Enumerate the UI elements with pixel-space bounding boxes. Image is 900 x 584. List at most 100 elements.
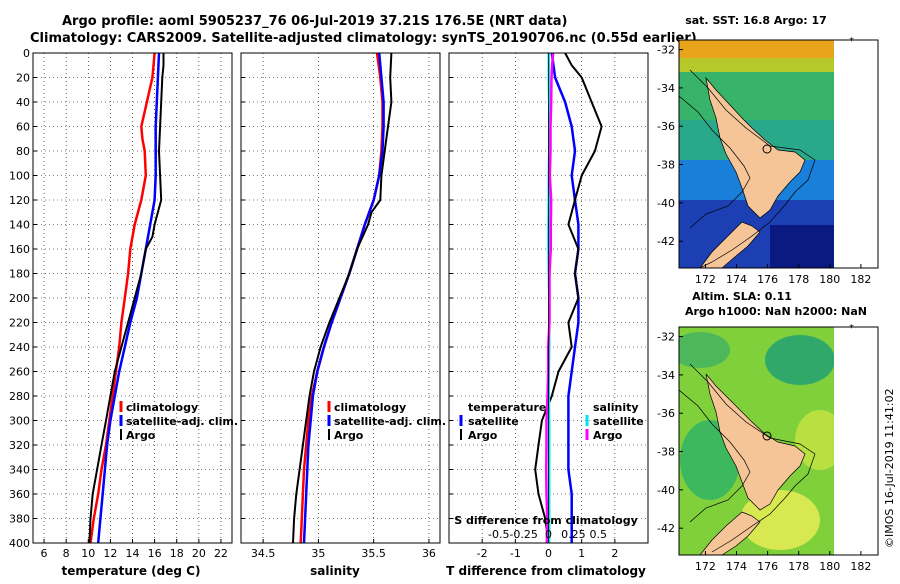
legend-climatology: climatology	[126, 401, 198, 414]
map-xtick-label: 176	[757, 273, 778, 286]
series-satellite-adj-clim-	[96, 52, 161, 544]
temperature-xtick-label: 16	[148, 547, 162, 560]
sst-map-frame	[678, 39, 879, 269]
salinity-xtick-label: 34.5	[251, 547, 276, 560]
sla-map-star: *	[849, 323, 854, 334]
sst-contour-2000	[679, 95, 751, 229]
depth-tick-label: 380	[9, 513, 30, 526]
depth-tick-label: 60	[16, 121, 30, 134]
series-argo	[88, 53, 165, 544]
temperature-xtick-label: 20	[192, 547, 206, 560]
map-xtick-label: 174	[726, 560, 747, 573]
figure-title-line2: Climatology: CARS2009. Satellite-adjuste…	[30, 31, 697, 46]
legend-salinity-title: salinity	[593, 401, 639, 414]
depth-tick-label: 220	[9, 317, 30, 330]
temperature-xtick-label: 14	[126, 547, 140, 560]
map-xtick-label: 180	[819, 273, 840, 286]
series-satellite-adj-clim-	[302, 52, 385, 544]
depth-tick-label: 360	[9, 488, 30, 501]
map-ytick-label: -32	[657, 331, 675, 344]
depth-tick-label: 200	[9, 292, 30, 305]
difference-xtick-label: 1	[578, 547, 585, 560]
map-ytick-label: -34	[657, 82, 675, 95]
depth-tick-label: 20	[16, 72, 30, 85]
depth-tick-label: 280	[9, 390, 30, 403]
sst-map-axes: 172 174 176 178 180 182 -32 -34 -36 -38 -40 -42	[657, 44, 871, 286]
sst-south-island	[699, 221, 761, 268]
depth-tick-label: 320	[9, 439, 30, 452]
salinity-x-label: salinity	[310, 564, 360, 578]
depth-tick-label: 40	[16, 96, 30, 109]
map-xtick-label: 172	[695, 560, 716, 573]
map-ytick-label: -40	[657, 484, 675, 497]
salinity-frame	[240, 52, 441, 544]
series-temperature-argo	[534, 52, 603, 544]
legend-temp-satellite: satellite	[468, 415, 519, 428]
legend-temperature-title: temperature	[468, 401, 546, 414]
sla-map-title-line2: Argo h1000: NaN h2000: NaN	[685, 305, 867, 318]
map-ytick-label: -40	[657, 197, 675, 210]
legend-temp-argo: Argo	[468, 429, 498, 442]
difference-xtick-label: -2	[477, 547, 488, 560]
sla-argo-marker	[762, 431, 772, 441]
salinity-xtick-label: 35.5	[361, 547, 386, 560]
top-xtick-label: 0.25	[561, 528, 586, 541]
sst-warm-band2	[679, 58, 834, 74]
sla-map-frame	[678, 326, 879, 556]
map-xtick-label: 172	[695, 273, 716, 286]
map-ytick-label: -38	[657, 446, 675, 459]
temperature-legend: climatology satellite-adj. clim. Argo	[119, 401, 238, 442]
map-ytick-label: -42	[657, 522, 675, 535]
top-xtick-label: -0.25	[509, 528, 537, 541]
legend-satellite-adj: satellite-adj. clim.	[126, 415, 238, 428]
sla-map-title-line1: Altim. SLA: 0.11	[692, 290, 792, 303]
difference-top-x-label: S difference from climatology	[454, 514, 638, 527]
sst-map-title: sat. SST: 16.8 Argo: 17	[685, 14, 827, 27]
sla-map	[679, 327, 834, 555]
map-xtick-label: 178	[788, 273, 809, 286]
salinity-legend: climatology satellite-adj. clim. Argo	[327, 401, 446, 442]
difference-x-label: T difference from climatology	[446, 564, 646, 578]
map-xtick-label: 180	[819, 560, 840, 573]
map-xtick-label: 176	[757, 560, 778, 573]
difference-xtick-label: 0	[545, 547, 552, 560]
series-climatology	[89, 52, 156, 544]
depth-tick-label: 260	[9, 366, 30, 379]
legend-sal-climatology: climatology	[334, 401, 406, 414]
sst-warm-band	[679, 40, 834, 62]
sst-map	[679, 40, 834, 268]
temperature-xtick-label: 12	[103, 547, 117, 560]
sla-contour-1000	[689, 363, 816, 553]
difference-legend: temperature satellite Argo salinity sate…	[459, 401, 644, 442]
map-ytick-label: -38	[657, 159, 675, 172]
map-ytick-label: -32	[657, 44, 675, 57]
depth-tick-label: 160	[9, 243, 30, 256]
map-ytick-label: -34	[657, 369, 675, 382]
depth-tick-label: 80	[16, 145, 30, 158]
legend-sal-argo2: Argo	[593, 429, 623, 442]
sst-contour-1000	[689, 69, 816, 268]
depth-tick-label: 300	[9, 415, 30, 428]
map-ytick-label: -36	[657, 407, 675, 420]
temperature-frame	[32, 52, 233, 544]
temperature-xtick-label: 10	[81, 547, 95, 560]
legend-sal-argo: Argo	[334, 429, 364, 442]
depth-tick-label: 120	[9, 194, 30, 207]
map-xtick-label: 182	[850, 273, 871, 286]
sst-cold-band2	[770, 225, 834, 268]
map-ytick-label: -36	[657, 120, 675, 133]
temperature-xtick-label: 18	[170, 547, 184, 560]
sla-patch-3	[795, 410, 834, 470]
imos-credit: ©IMOS 16-Jul-2019 11:41:02	[883, 388, 896, 548]
salinity-profile-panel: 34.5 35 35.5 36	[240, 52, 441, 560]
temperature-profile-panel: 6 8 10 12 14 16 18 20 22020406080100120140160180…	[9, 47, 233, 560]
salinity-xtick-label: 35	[311, 547, 325, 560]
legend-sal-satellite-adj: satellite-adj. clim.	[334, 415, 446, 428]
salinity-xtick-label: 36	[422, 547, 436, 560]
sla-patch-1	[679, 332, 730, 368]
difference-xtick-label: -1	[510, 547, 521, 560]
sla-patch-2	[765, 335, 834, 385]
depth-tick-label: 100	[9, 170, 30, 183]
series-argo	[292, 52, 393, 544]
